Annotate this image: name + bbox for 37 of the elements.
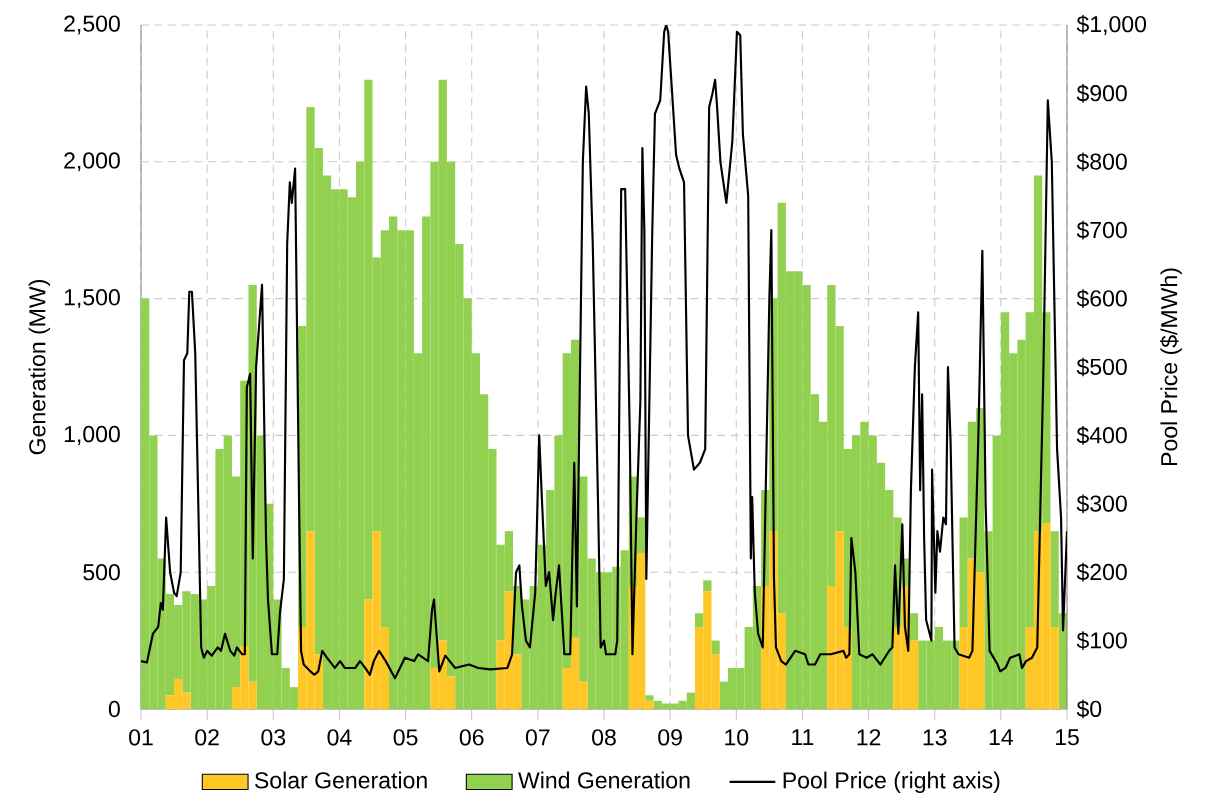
x-tick-label: 01 bbox=[129, 729, 153, 746]
y2-tick-label: $200 bbox=[1076, 562, 1127, 582]
y2-tick-label: $500 bbox=[1076, 357, 1127, 377]
x-tick-label: 10 bbox=[725, 729, 749, 746]
legend-label: Pool Price (right axis) bbox=[783, 771, 1000, 794]
x-tick-label: 03 bbox=[261, 729, 286, 746]
x-tick-label: 13 bbox=[923, 729, 947, 746]
y-tick-label: 2,500 bbox=[64, 15, 120, 35]
y-tick-label: 500 bbox=[83, 564, 120, 581]
y2-tick-label: $700 bbox=[1076, 220, 1127, 240]
x-tick-label: 05 bbox=[393, 729, 418, 746]
x-tick-label: 09 bbox=[658, 729, 682, 746]
y-tick-label: 2,000 bbox=[64, 152, 120, 172]
x-tick-label: 15 bbox=[1055, 729, 1079, 746]
y-tick-label: 0 bbox=[108, 700, 120, 718]
legend-label: Wind Generation bbox=[518, 771, 690, 789]
y2-axis-title: Pool Price ($/MWh) bbox=[1160, 268, 1182, 466]
y-tick-label: 1,000 bbox=[64, 425, 120, 445]
y2-tick-label: $400 bbox=[1076, 426, 1127, 445]
y2-tick-label: $1,000 bbox=[1076, 14, 1147, 35]
y2-tick-label: $600 bbox=[1076, 289, 1127, 308]
x-tick-label: 12 bbox=[857, 729, 881, 746]
y2-tick-label: $800 bbox=[1076, 152, 1127, 172]
x-tick-label: 07 bbox=[525, 729, 550, 746]
y2-tick-label: $100 bbox=[1076, 631, 1127, 650]
x-tick-label: 14 bbox=[989, 729, 1014, 746]
y2-tick-label: $300 bbox=[1076, 494, 1127, 514]
legend-label: Solar Generation bbox=[255, 771, 427, 789]
x-tick-label: 08 bbox=[592, 729, 616, 746]
x-tick-label: 06 bbox=[459, 729, 484, 746]
x-tick-label: 02 bbox=[195, 729, 219, 746]
y-axis-title: Generation (MW) bbox=[28, 280, 51, 455]
x-tick-label: 04 bbox=[327, 729, 352, 746]
y2-tick-label: $0 bbox=[1076, 699, 1102, 719]
y-tick-label: 1,500 bbox=[64, 289, 120, 309]
x-tick-label: 11 bbox=[792, 729, 814, 746]
y2-tick-label: $900 bbox=[1076, 84, 1127, 103]
